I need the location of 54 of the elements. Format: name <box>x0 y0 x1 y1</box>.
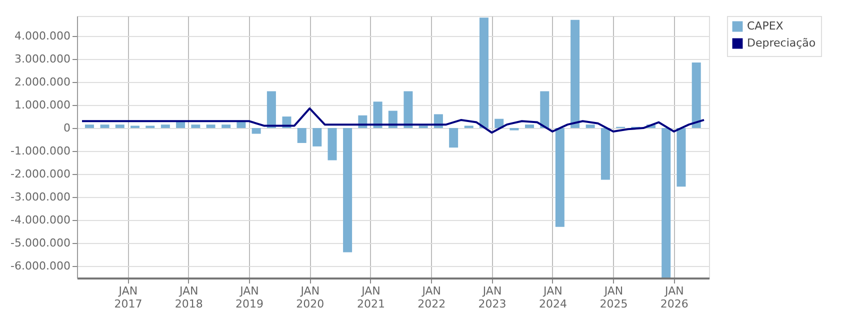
bar <box>266 91 276 128</box>
x-tick-label: JAN 2017 <box>114 284 142 310</box>
bar <box>373 102 382 128</box>
x-tick-label: JAN 2022 <box>418 284 446 310</box>
y-tick-label: -6.000.000 <box>10 260 70 273</box>
x-tick-label: JAN 2020 <box>296 284 324 310</box>
y-tick-label: 2.000.000 <box>14 76 70 89</box>
y-tick-label: -1.000.000 <box>10 144 70 158</box>
x-tick-label: JAN 2021 <box>356 284 385 310</box>
bar <box>570 20 580 128</box>
bar <box>662 128 671 278</box>
bar <box>130 126 140 128</box>
x-tick-label: JAN 2023 <box>478 284 506 310</box>
x-tick-label: JAN 2018 <box>174 284 203 310</box>
bar <box>586 124 595 128</box>
line-series <box>81 107 705 134</box>
legend-label: Depreciação <box>747 36 816 50</box>
x-tick-label: JAN 2026 <box>660 284 688 310</box>
bar <box>160 124 170 128</box>
bar <box>343 128 352 252</box>
bar <box>206 124 216 128</box>
y-tick-label: 4.000.000 <box>14 30 70 43</box>
bar <box>418 126 428 128</box>
bar <box>100 124 110 128</box>
y-tick-label: 1.000.000 <box>14 98 70 112</box>
bar <box>312 128 322 146</box>
bar <box>297 128 306 143</box>
x-tick-label: JAN 2019 <box>236 284 264 310</box>
bar <box>600 128 610 180</box>
bar <box>222 124 231 128</box>
legend-label: CAPEX <box>747 20 784 32</box>
bar <box>146 126 155 128</box>
x-tick-label: JAN 2024 <box>538 284 567 310</box>
bar <box>540 91 550 128</box>
bar <box>115 124 124 128</box>
y-tick-label: 0 <box>64 122 70 135</box>
bar <box>676 128 686 187</box>
y-tick-label: -4.000.000 <box>10 214 70 227</box>
bar <box>479 18 488 128</box>
bar <box>191 124 200 128</box>
y-tick-label: 3.000.000 <box>14 52 70 66</box>
y-tick-label: -5.000.000 <box>10 236 70 250</box>
y-tick-label: -3.000.000 <box>10 190 70 204</box>
bar <box>555 128 564 227</box>
bar <box>252 128 261 134</box>
y-tick-label: -2.000.000 <box>10 168 70 181</box>
bar <box>84 124 94 128</box>
x-tick-label: JAN 2025 <box>600 284 628 310</box>
bar <box>328 128 337 160</box>
bar <box>449 128 458 148</box>
bar <box>404 91 413 128</box>
bar <box>692 62 701 128</box>
bar <box>525 124 534 128</box>
bar <box>464 126 474 128</box>
